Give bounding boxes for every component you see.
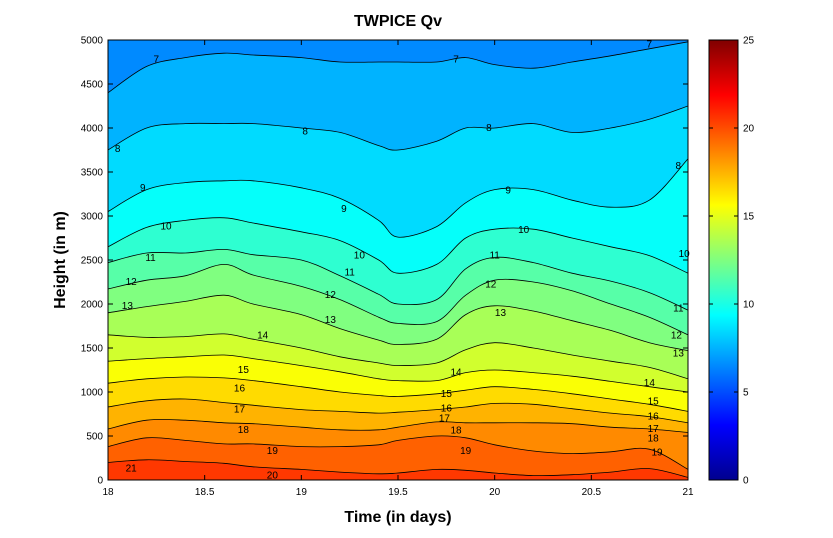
y-tick-label: 1000 (81, 388, 104, 399)
contour-label: 10 (160, 222, 172, 233)
contour-label: 13 (495, 308, 507, 319)
colorbar: 0 5 10 15 20 25 (708, 36, 755, 487)
contour-label: 17 (234, 405, 246, 416)
colorbar-tick-label: 15 (743, 212, 755, 223)
contour-label: 9 (505, 185, 511, 196)
contour-label: 18 (648, 434, 660, 445)
y-tick-label: 3000 (81, 212, 104, 223)
contour-label: 7 (154, 54, 160, 65)
contour-line-19 (108, 435, 688, 470)
y-tick-label: 4000 (81, 124, 104, 135)
contour-label: 10 (518, 225, 530, 236)
contour-label: 19 (267, 446, 279, 457)
contour-line-10 (108, 217, 688, 274)
contour-label: 15 (648, 397, 660, 408)
contour-label: 16 (441, 404, 453, 415)
contour-label: 8 (302, 127, 308, 138)
contour-line-13 (108, 294, 688, 351)
contour-label: 8 (676, 161, 682, 172)
x-tick-label: 18.5 (195, 487, 215, 498)
y-tick-label: 4500 (81, 80, 104, 91)
y-tick-label: 5000 (81, 36, 104, 47)
x-tick-label: 18 (102, 487, 114, 498)
contour-label: 18 (450, 426, 462, 437)
contour-line-16 (108, 376, 688, 412)
x-tick-label: 19.5 (388, 487, 408, 498)
contour-line-12 (108, 263, 688, 336)
y-tick-label: 1500 (81, 344, 104, 355)
contour-label: 13 (325, 315, 337, 326)
contour-label: 9 (341, 204, 347, 215)
contour-label: 16 (234, 383, 246, 394)
x-axis-label: Time (in days) (344, 509, 451, 526)
contour-label: 7 (453, 54, 459, 65)
contour-labels: 7 7 7 8 8 8 8 9 9 9 10 10 10 10 11 11 11 11 12 12 12 12 13 13 13… (115, 39, 690, 481)
contour-label: 21 (126, 464, 138, 475)
contour-label: 12 (325, 290, 337, 301)
x-tick-label: 20.5 (582, 487, 602, 498)
y-tick-label: 2000 (81, 300, 104, 311)
contour-line-9 (108, 158, 688, 238)
y-tick-label: 500 (86, 432, 103, 443)
contour-line-17 (108, 398, 688, 424)
contour-line-20 (108, 459, 688, 478)
chart-title: TWPICE Qv (354, 13, 442, 30)
y-axis-ticks: 0 500 1000 1500 2000 2500 3000 3500 4000 4500 5000 (81, 36, 688, 487)
x-tick-label: 19 (296, 487, 308, 498)
contour-band-20 (108, 459, 688, 480)
contour-line-7 (108, 41, 688, 94)
colorbar-tick-label: 25 (743, 36, 755, 47)
contour-line-11 (108, 248, 688, 311)
colorbar-gradient (708, 39, 739, 481)
y-tick-label: 0 (97, 476, 103, 487)
contour-label: 16 (648, 412, 660, 423)
colorbar-ticks: 0 5 10 15 20 25 (709, 36, 755, 487)
contour-label: 20 (267, 471, 279, 482)
contour-fills (108, 40, 688, 480)
contour-line-14 (108, 333, 688, 380)
contour-label: 14 (450, 368, 462, 379)
contour-label: 8 (115, 144, 121, 155)
contour-label: 7 (647, 39, 653, 50)
colorbar-tick-label: 5 (743, 388, 749, 399)
contour-label: 9 (140, 183, 146, 194)
contour-label: 12 (126, 277, 138, 288)
colorbar-tick-label: 20 (743, 124, 755, 135)
contour-line-15 (108, 354, 688, 393)
colorbar-tick-label: 10 (743, 300, 755, 311)
y-tick-label: 2500 (81, 256, 104, 267)
contour-label: 12 (485, 280, 497, 291)
contour-label: 12 (671, 331, 683, 342)
contour-label: 10 (354, 251, 366, 262)
x-axis-ticks: 18 18.5 19 19.5 20 20.5 21 (102, 40, 694, 498)
contour-label: 14 (257, 331, 269, 342)
contour-label: 15 (238, 365, 250, 376)
contour-lines (108, 41, 688, 478)
contour-label: 18 (238, 425, 250, 436)
contour-label: 15 (441, 389, 453, 400)
x-tick-label: 21 (682, 487, 694, 498)
contour-label: 8 (486, 123, 492, 134)
contour-line-18 (108, 419, 688, 433)
x-tick-label: 20 (489, 487, 501, 498)
contour-label: 14 (644, 378, 656, 389)
contour-label: 11 (145, 253, 156, 264)
contour-line-8 (108, 105, 688, 151)
contour-label: 19 (652, 448, 664, 459)
contour-label: 17 (648, 424, 660, 435)
contour-label: 11 (344, 267, 355, 278)
y-axis-label: Height (in m) (52, 211, 69, 309)
contour-label: 17 (439, 413, 451, 424)
contour-label: 11 (673, 303, 684, 314)
contour-label: 10 (679, 249, 691, 260)
contour-label: 11 (489, 251, 500, 262)
contour-label: 13 (673, 348, 685, 359)
contour-label: 13 (122, 301, 134, 312)
y-tick-label: 3500 (81, 168, 104, 179)
colorbar-tick-label: 0 (743, 476, 749, 487)
contour-label: 19 (460, 446, 472, 457)
plot-area: 7 7 7 8 8 8 8 9 9 9 10 10 10 10 11 11 11 11 12 12 12 12 13 13 13… (107, 39, 690, 482)
